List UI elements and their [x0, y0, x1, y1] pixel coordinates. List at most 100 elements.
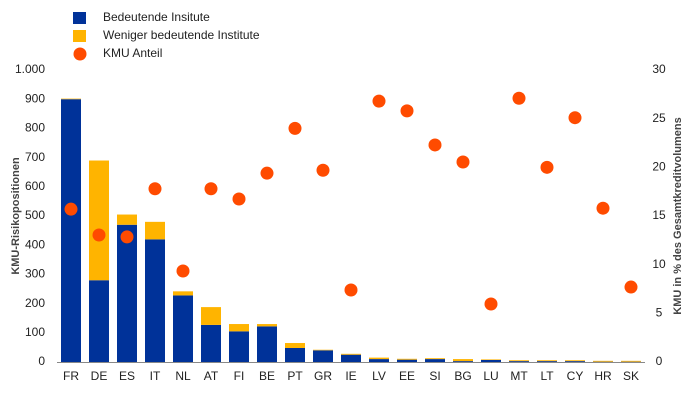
y2-axis-label: KMU in % des Gesamtkreditvolumens	[672, 117, 684, 314]
scatter-point	[428, 138, 442, 152]
x-tick-label: EE	[399, 369, 415, 383]
bar-segment	[117, 214, 137, 225]
bar-segment	[285, 347, 305, 362]
bar-segment	[229, 324, 249, 332]
bar-segment	[145, 221, 165, 240]
y-tick-label: 100	[25, 325, 45, 339]
bar-segment	[369, 357, 389, 360]
bar-segment	[313, 349, 333, 351]
legend-marker	[73, 12, 86, 24]
y-tick-label: 800	[25, 121, 45, 135]
y-tick-label: 200	[25, 296, 45, 310]
scatter-point	[512, 91, 526, 105]
bar-segment	[481, 359, 501, 362]
scatter-point	[204, 182, 218, 196]
bar-segment	[257, 326, 277, 362]
x-tick-label: NL	[175, 369, 191, 383]
scatter-point	[148, 182, 162, 196]
x-tick-label: AT	[204, 369, 219, 383]
legend-label: Bedeutende Insitute	[103, 10, 210, 24]
bar-segment	[173, 291, 193, 296]
x-tick-label: IT	[150, 369, 161, 383]
x-tick-label: FI	[234, 369, 245, 383]
y-tick-label: 300	[25, 267, 45, 281]
y2-tick-label: 5	[656, 306, 663, 320]
y-tick-label: 900	[25, 91, 45, 105]
x-tick-label: GR	[314, 369, 332, 383]
y-tick-label: 400	[25, 237, 45, 251]
bar-segment	[341, 354, 361, 362]
x-tick-label: ES	[119, 369, 135, 383]
bar-segment	[229, 331, 249, 362]
bar-segment	[341, 353, 361, 355]
scatter-point	[120, 230, 134, 244]
bar-segment	[621, 360, 641, 362]
bar-segment	[397, 359, 417, 362]
bar-segment	[565, 360, 585, 362]
scatter-point	[232, 192, 246, 206]
legend-marker	[73, 30, 86, 42]
bar-segment	[425, 359, 445, 362]
scatter-point	[540, 160, 554, 174]
bar-segment	[593, 360, 613, 362]
scatter-point	[176, 264, 190, 278]
x-tick-label: BG	[454, 369, 471, 383]
scatter-point	[624, 280, 638, 294]
bar-segment	[481, 359, 501, 360]
y-tick-label: 500	[25, 208, 45, 222]
y2-tick-label: 0	[656, 354, 663, 368]
scatter-point	[456, 155, 470, 169]
scatter-point	[64, 202, 78, 216]
bar-segment	[201, 307, 221, 325]
bar-segment	[453, 359, 473, 362]
legend-label: Weniger bedeutende Institute	[103, 28, 260, 42]
y-tick-label: 700	[25, 150, 45, 164]
x-tick-label: HR	[594, 369, 612, 383]
bar-segment	[89, 280, 109, 362]
x-tick-label: IE	[345, 369, 356, 383]
bar-segment	[285, 343, 305, 348]
bar-segment	[145, 239, 165, 362]
scatter-point	[260, 166, 274, 180]
scatter-point	[400, 104, 414, 118]
bar-segment	[425, 358, 445, 360]
legend-marker	[73, 47, 87, 61]
x-tick-label: BE	[259, 369, 275, 383]
legend-label: KMU Anteil	[103, 46, 162, 60]
x-tick-label: MT	[510, 369, 528, 383]
x-tick-label: LU	[483, 369, 498, 383]
y2-tick-label: 30	[652, 62, 666, 76]
bar-segment	[313, 350, 333, 362]
scatter-point	[568, 111, 582, 125]
y2-tick-label: 15	[652, 208, 666, 222]
bar-segment	[509, 360, 529, 362]
y-tick-label: 1.000	[15, 62, 45, 76]
scatter-point	[372, 94, 386, 108]
scatter-point	[92, 228, 106, 242]
x-tick-label: SK	[623, 369, 639, 383]
y2-tick-label: 20	[652, 160, 666, 174]
bar-segment	[201, 324, 221, 362]
x-tick-label: DE	[91, 369, 108, 383]
bar-segment	[369, 359, 389, 362]
scatter-point	[288, 121, 302, 135]
x-tick-label: LT	[540, 369, 554, 383]
y-tick-label: 600	[25, 179, 45, 193]
x-tick-label: SI	[429, 369, 440, 383]
bar-segment	[61, 99, 81, 362]
y-axis-label: KMU-Risikopositionen	[10, 157, 22, 275]
x-tick-label: LV	[372, 369, 386, 383]
scatter-point	[344, 283, 358, 297]
x-tick-label: CY	[567, 369, 584, 383]
x-tick-label: PT	[287, 369, 303, 383]
bar-segment	[257, 324, 277, 327]
y-tick-label: 0	[38, 354, 45, 368]
bar-segment	[117, 224, 137, 362]
bar-segment	[565, 361, 585, 362]
y2-tick-label: 10	[652, 257, 666, 271]
x-tick-label: FR	[63, 369, 79, 383]
bar-segment	[537, 361, 557, 362]
bar-segment	[61, 98, 81, 100]
bar-segment	[173, 295, 193, 362]
bar-segment	[453, 361, 473, 362]
